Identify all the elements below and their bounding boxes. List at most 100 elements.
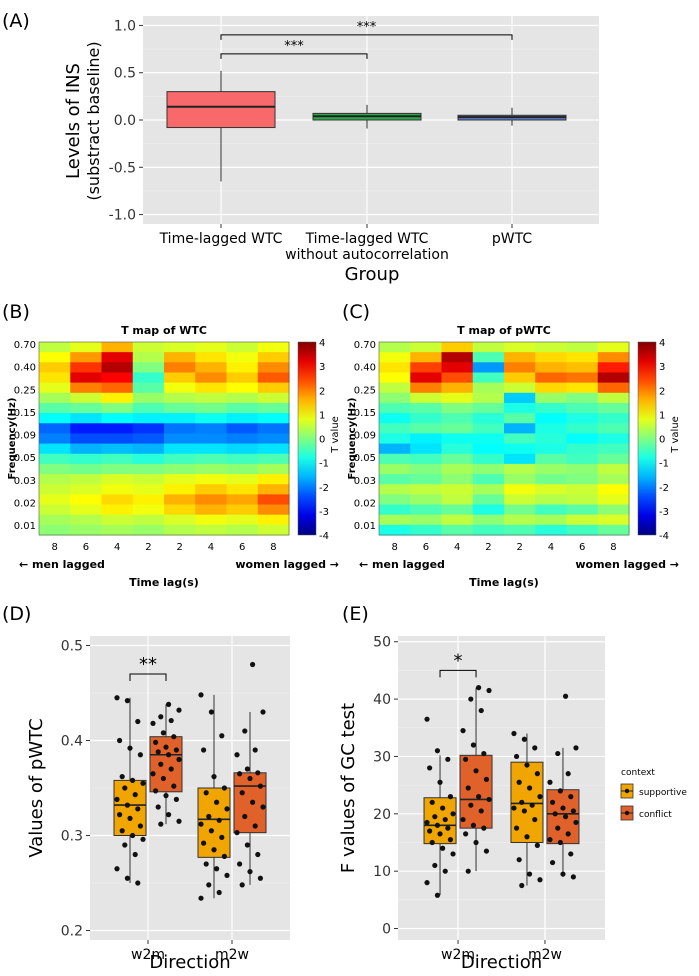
heatmap-cell bbox=[132, 474, 165, 485]
heatmap-cell bbox=[472, 392, 505, 404]
heatmap-cell bbox=[379, 423, 411, 435]
heatmap-cell bbox=[195, 402, 228, 414]
heatmap-cell bbox=[597, 352, 630, 363]
data-point bbox=[158, 821, 164, 827]
data-point bbox=[239, 882, 245, 888]
heatmap-cell bbox=[70, 494, 103, 506]
x-tick-label: 8 bbox=[270, 542, 276, 553]
heatmap-cell bbox=[597, 514, 630, 526]
heatmap-cell bbox=[566, 524, 599, 536]
data-point bbox=[552, 811, 558, 817]
heatmap-cell bbox=[101, 402, 134, 414]
data-point bbox=[119, 828, 125, 834]
heatmap-cell bbox=[472, 352, 505, 363]
heatmap-cell bbox=[379, 433, 411, 445]
data-point bbox=[516, 779, 522, 785]
heatmap-cell bbox=[226, 443, 259, 455]
data-point bbox=[547, 779, 553, 785]
data-point bbox=[158, 761, 164, 767]
heatmap-cell bbox=[566, 494, 599, 506]
data-point bbox=[565, 771, 571, 777]
heatmap-cell bbox=[410, 504, 443, 516]
heatmap-cell bbox=[410, 423, 443, 435]
heatmap-cell bbox=[132, 382, 165, 394]
legend-title: context bbox=[621, 768, 655, 778]
data-point bbox=[135, 806, 141, 812]
heatmap-cell bbox=[597, 423, 630, 435]
data-point bbox=[450, 811, 456, 817]
data-point bbox=[119, 774, 125, 780]
x-tick-label: 2 bbox=[145, 542, 151, 553]
heatmap-cell bbox=[101, 392, 134, 404]
box-conflict bbox=[233, 772, 267, 834]
heatmap-cell bbox=[504, 423, 536, 435]
heatmap-cell bbox=[195, 463, 228, 475]
y-tick-label: 0.02 bbox=[14, 498, 36, 509]
heatmap-cell bbox=[472, 443, 505, 455]
data-point bbox=[150, 771, 156, 777]
data-point bbox=[211, 847, 217, 853]
heatmap-cell bbox=[164, 433, 196, 445]
data-point bbox=[481, 825, 487, 831]
heatmap-cell bbox=[472, 382, 505, 394]
heatmap-cell bbox=[472, 474, 505, 485]
heatmap-cell bbox=[70, 382, 103, 394]
heatmap-cell bbox=[195, 484, 228, 495]
data-point bbox=[524, 834, 530, 840]
heatmap-cell bbox=[379, 413, 411, 424]
data-point bbox=[565, 831, 571, 837]
data-point bbox=[568, 794, 574, 800]
significance-label: ** bbox=[139, 654, 157, 675]
colorbar-tick-label: 0 bbox=[319, 435, 325, 446]
heatmap-cell bbox=[535, 484, 568, 495]
legend-label-conflict: conflict bbox=[639, 810, 672, 820]
box-supportive bbox=[197, 787, 231, 858]
heatmap-cell bbox=[410, 352, 443, 363]
heatmap-cell bbox=[566, 362, 599, 374]
heatmap-cell bbox=[472, 484, 505, 495]
data-point bbox=[483, 776, 490, 782]
heatmap-cell bbox=[379, 382, 411, 394]
x-axis-label: Time lag(s) bbox=[469, 576, 539, 589]
data-point bbox=[127, 815, 133, 822]
heatmap-cell bbox=[566, 392, 599, 404]
data-point bbox=[532, 745, 538, 751]
heatmap-cell bbox=[226, 504, 259, 516]
heatmap-cell bbox=[472, 362, 505, 374]
data-point bbox=[560, 805, 566, 811]
heatmap-cell bbox=[441, 382, 474, 394]
data-point bbox=[470, 742, 477, 748]
heatmap-cell bbox=[535, 514, 568, 526]
heatmap-cell bbox=[132, 352, 165, 363]
heatmap-cell bbox=[441, 474, 474, 485]
heatmap-cell bbox=[504, 352, 536, 363]
colorbar bbox=[637, 341, 657, 536]
colorbar-tick-label: -1 bbox=[319, 459, 329, 470]
heatmap-cell bbox=[597, 484, 630, 495]
data-point bbox=[130, 832, 136, 839]
heatmap-cell bbox=[195, 514, 228, 526]
heatmap-cell bbox=[535, 372, 568, 384]
heatmap-cell bbox=[257, 433, 290, 445]
heatmap-cell bbox=[504, 514, 536, 526]
x-tick-label: m2w bbox=[528, 947, 562, 963]
heatmap-cell bbox=[410, 433, 443, 445]
heatmap-cell bbox=[226, 423, 259, 435]
heatmap-cell bbox=[101, 494, 134, 506]
data-point bbox=[214, 799, 220, 805]
heatmap-cell bbox=[70, 372, 103, 384]
colorbar-tick-label: 0 bbox=[659, 435, 665, 446]
x-tick-label: 6 bbox=[239, 542, 245, 553]
heatmap-cell bbox=[164, 514, 196, 526]
heatmap-cell bbox=[597, 504, 630, 516]
heatmap-cell bbox=[70, 463, 103, 475]
heatmap-cell bbox=[132, 433, 165, 445]
heatmap-cell bbox=[226, 474, 259, 485]
panel-d: (D) 0.5 0.4 0.3 0.2 w2m m2w ** Values of pWTC Dir… bbox=[2, 603, 290, 973]
heatmap-cell bbox=[410, 362, 443, 374]
heatmap-cell bbox=[535, 453, 568, 465]
data-point bbox=[117, 737, 123, 744]
data-point bbox=[130, 777, 136, 784]
y-tick-label: 0.5 bbox=[61, 639, 83, 655]
